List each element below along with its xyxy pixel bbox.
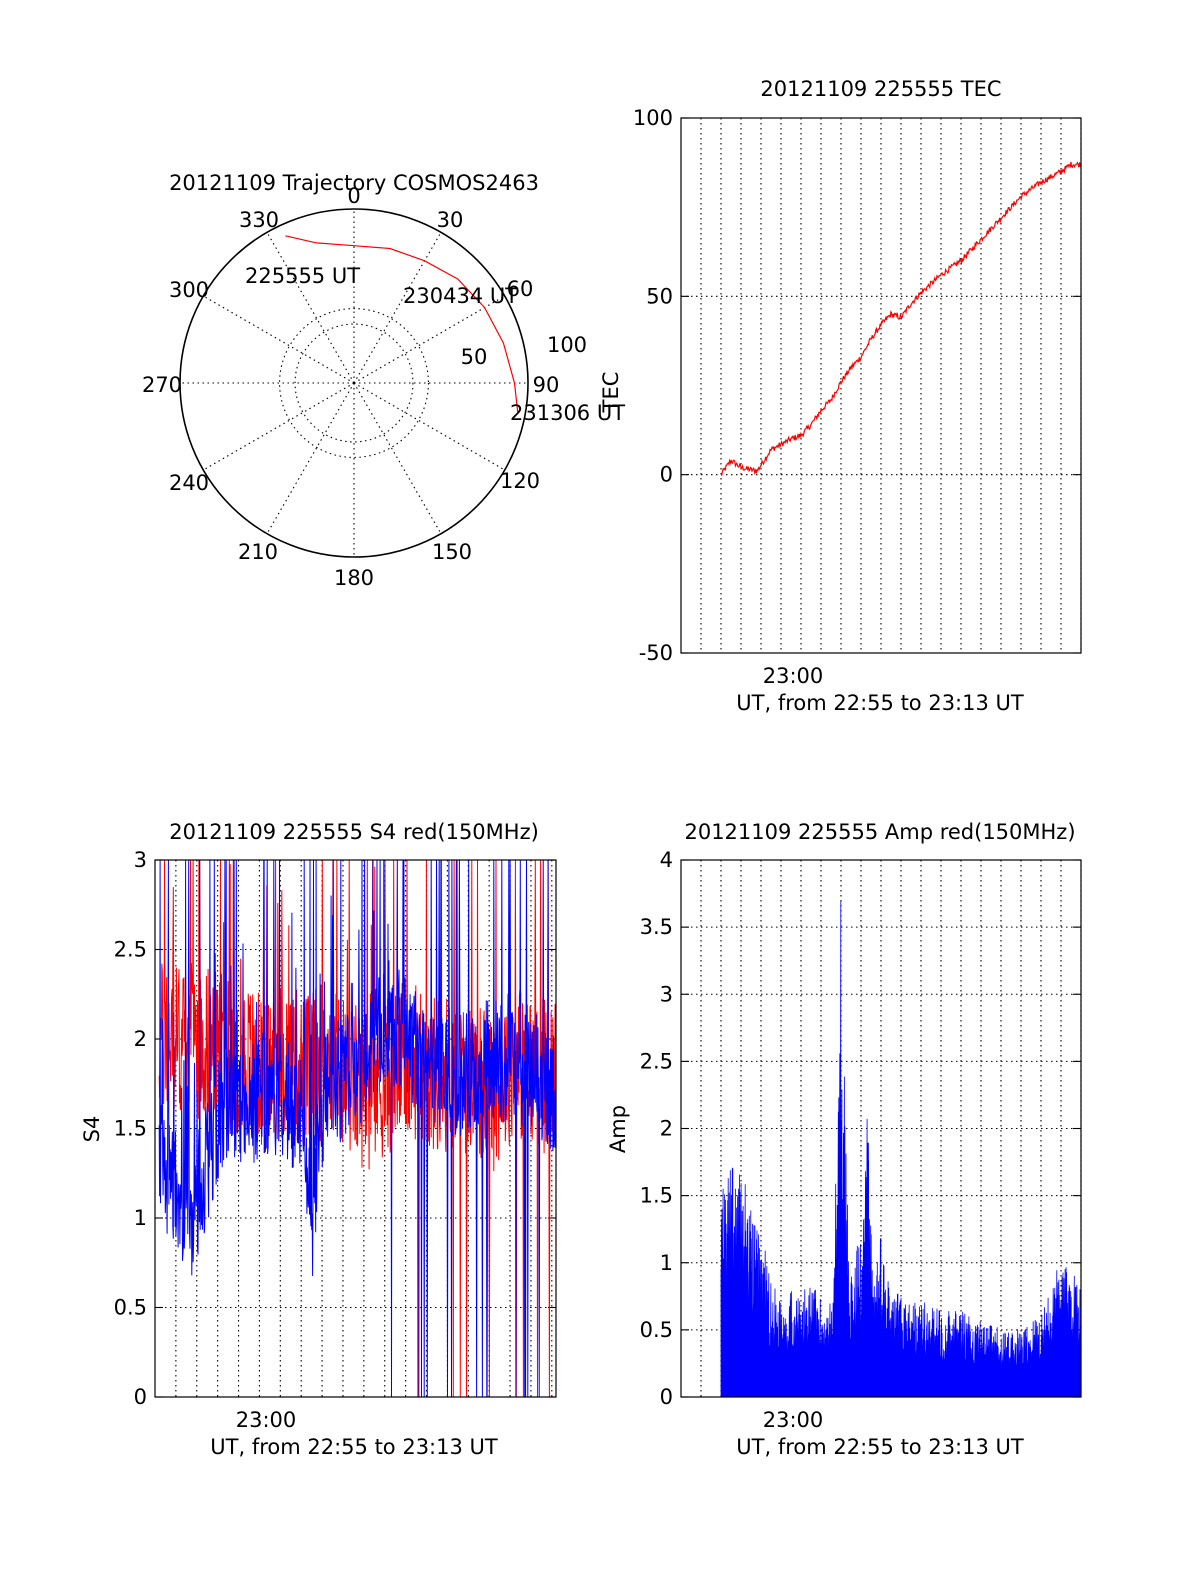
polar-grid-spoke xyxy=(353,382,505,471)
polar-angle-label: 0 xyxy=(347,184,360,208)
amp-title: 20121109 225555 Amp red(150MHz) xyxy=(684,820,1075,844)
polar-grid-spoke xyxy=(266,382,355,534)
tec-series-line xyxy=(720,161,1082,477)
polar-angle-label: 270 xyxy=(142,373,182,397)
polar-angle-label: 210 xyxy=(238,540,278,564)
s4-chart: 20121109 225555 S4 red(150MHz) 3 2.5 2 1.5 1… xyxy=(80,820,557,1459)
polar-angle-label: 330 xyxy=(239,208,279,232)
amp-y-tick-label: 0.5 xyxy=(640,1318,673,1342)
amp-y-tick-label: 2.5 xyxy=(640,1049,673,1073)
tec-y-tick-label: 100 xyxy=(633,106,673,130)
polar-angle-label: 60 xyxy=(507,277,534,301)
tec-y-tick-label: 50 xyxy=(646,284,673,308)
tec-y-axis-label: TEC xyxy=(599,372,623,414)
polar-radius-label-100: 100 xyxy=(547,333,587,357)
polar-grid-spoke xyxy=(203,382,355,471)
polar-angle-label: 150 xyxy=(432,540,472,564)
amp-x-axis-label: UT, from 22:55 to 23:13 UT xyxy=(736,1435,1024,1459)
polar-angle-label: 180 xyxy=(334,566,374,590)
s4-y-tick-label: 2.5 xyxy=(114,938,147,962)
s4-x-tick-label: 23:00 xyxy=(236,1408,297,1432)
s4-y-tick-label: 0.5 xyxy=(114,1296,147,1320)
tec-x-axis-label: UT, from 22:55 to 23:13 UT xyxy=(736,691,1024,715)
s4-plot-frame xyxy=(154,859,557,1398)
polar-angle-labels: 0 30 60 90 120 150 180 210 240 270 300 330 xyxy=(142,184,559,590)
annotation-start-time: 225555 UT xyxy=(245,264,360,288)
amp-plot-frame xyxy=(680,859,1082,1398)
amp-y-tick-label: 3 xyxy=(660,982,673,1006)
amp-y-tick-labels: 4 3.5 3 2.5 2 1.5 1 0.5 0 xyxy=(640,848,673,1409)
tec-y-tick-labels: 100 50 0 -50 xyxy=(633,106,673,665)
polar-radius-label-50: 50 xyxy=(461,345,488,369)
polar-angle-label: 120 xyxy=(500,469,540,493)
amp-x-tick-label: 23:00 xyxy=(763,1408,824,1432)
tec-x-tick-label: 23:00 xyxy=(763,664,824,688)
amp-y-tick-label: 3.5 xyxy=(640,915,673,939)
tec-plot-frame xyxy=(680,117,1082,654)
polar-angle-label: 240 xyxy=(169,471,209,495)
amp-y-tick-label: 1 xyxy=(660,1251,673,1275)
s4-y-tick-label: 1.5 xyxy=(114,1117,147,1141)
polar-title: 20121109 Trajectory COSMOS2463 xyxy=(169,171,539,195)
amp-y-tick-label: 1.5 xyxy=(640,1184,673,1208)
polar-angle-label: 300 xyxy=(169,278,209,302)
tec-grid xyxy=(681,118,1082,653)
polar-grid-spoke xyxy=(353,295,505,384)
polar-grid-spoke xyxy=(203,295,355,384)
trajectory-track xyxy=(285,235,519,412)
polar-grid-ring xyxy=(279,308,429,458)
trajectory-polar-chart: 20121109 Trajectory COSMOS2463 0 30 60 90 12… xyxy=(142,171,625,590)
tec-y-tick-label: 0 xyxy=(660,463,673,487)
polar-grid-spoke xyxy=(266,232,355,384)
polar-grid-spoke xyxy=(353,232,442,384)
annotation-end-time: 231306 UT xyxy=(510,401,625,425)
amp-series-fill xyxy=(720,901,1082,1398)
tec-title: 20121109 225555 TEC xyxy=(760,77,1001,101)
polar-grid-ring xyxy=(294,323,414,443)
polar-grid xyxy=(180,209,528,557)
tec-chart: 20121109 225555 TEC 100 50 0 -50 23:00 UT, … xyxy=(599,77,1082,715)
s4-title: 20121109 225555 S4 red(150MHz) xyxy=(169,820,539,844)
polar-angle-label: 90 xyxy=(533,373,560,397)
s4-y-tick-label: 2 xyxy=(134,1027,147,1051)
polar-outer-ring xyxy=(179,208,529,558)
amp-y-tick-label: 0 xyxy=(660,1385,673,1409)
s4-blue-series-line xyxy=(158,859,557,1398)
s4-y-tick-label: 3 xyxy=(134,848,147,872)
s4-x-axis-label: UT, from 22:55 to 23:13 UT xyxy=(210,1435,498,1459)
s4-y-tick-label: 0 xyxy=(134,1385,147,1409)
amp-y-tick-label: 4 xyxy=(660,848,673,872)
amp-chart: 20121109 225555 Amp red(150MHz) 4 3.5 3 2.5… xyxy=(606,820,1082,1459)
annotation-mid-time: 230434 UT xyxy=(403,284,518,308)
s4-y-axis-label: S4 xyxy=(80,1116,104,1143)
s4-y-tick-label: 1 xyxy=(134,1206,147,1230)
s4-y-tick-labels: 3 2.5 2 1.5 1 0.5 0 xyxy=(114,848,147,1409)
amp-y-tick-label: 2 xyxy=(660,1117,673,1141)
polar-grid-spoke xyxy=(353,382,442,534)
tec-y-tick-label: -50 xyxy=(639,641,673,665)
amp-y-axis-label: Amp xyxy=(606,1105,630,1153)
polar-angle-label: 30 xyxy=(437,208,464,232)
